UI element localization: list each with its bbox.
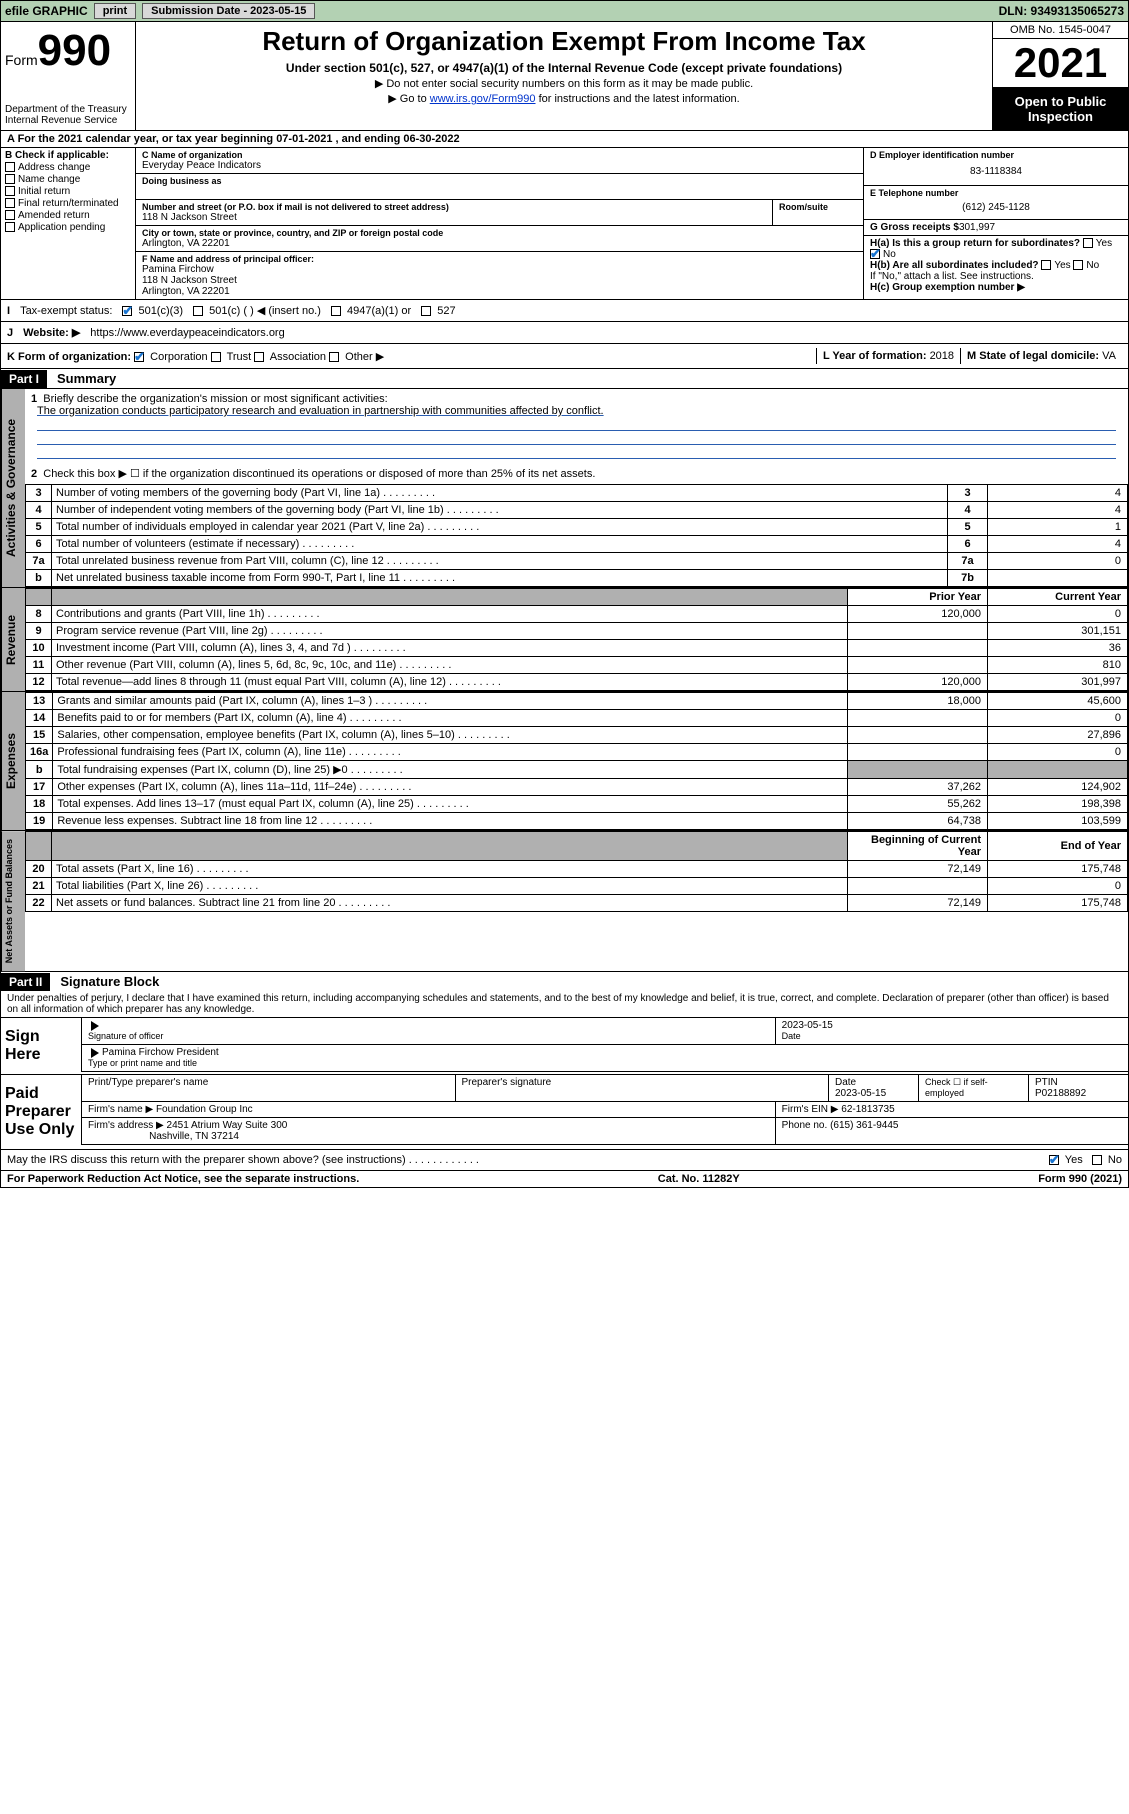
table-row: 6Total number of volunteers (estimate if… [26,536,1128,553]
org-address: 118 N Jackson Street [142,212,766,223]
org-name: Everyday Peace Indicators [142,160,857,171]
governance-table: 3Number of voting members of the governi… [25,484,1128,587]
firm-phone: (615) 361-9445 [830,1120,898,1131]
cb-association[interactable]: Association [254,351,326,363]
cb-trust[interactable]: Trust [211,351,252,363]
form-subtitle: Under section 501(c), 527, or 4947(a)(1)… [144,61,984,75]
paid-preparer-label: Paid Preparer Use Only [1,1075,81,1149]
table-row: 19Revenue less expenses. Subtract line 1… [26,813,1128,830]
state-domicile: VA [1102,350,1116,362]
mission-text: The organization conducts participatory … [31,405,604,417]
ein: 83-1118384 [870,160,1122,183]
table-row: 11Other revenue (Part VIII, column (A), … [26,657,1128,674]
cb-name-change[interactable]: Name change [5,174,131,185]
table-row: 3Number of voting members of the governi… [26,485,1128,502]
table-row: 22Net assets or fund balances. Subtract … [26,895,1128,912]
cb-501c3[interactable]: 501(c)(3) [122,305,183,317]
table-row: 4Number of independent voting members of… [26,502,1128,519]
firm-ein: 62-1813735 [841,1104,894,1115]
note-link: ▶ Go to www.irs.gov/Form990 for instruct… [144,92,984,105]
omb-number: OMB No. 1545-0047 [993,22,1128,39]
gross-receipts: 301,997 [959,222,995,233]
form-number: Form990 [5,26,131,76]
table-row: 17Other expenses (Part IX, column (A), l… [26,779,1128,796]
topbar: efile GRAPHIC print Submission Date - 20… [0,0,1129,22]
cat-number: Cat. No. 11282Y [658,1173,740,1185]
col-b-checkboxes: B Check if applicable: Address change Na… [1,148,136,299]
cb-527[interactable]: 527 [421,305,455,317]
table-row: 5Total number of individuals employed in… [26,519,1128,536]
open-inspection: Open to Public Inspection [993,88,1128,130]
website-link[interactable]: https://www.everdaypeaceindicators.org [90,327,284,339]
sig-date: 2023-05-15 [782,1020,833,1031]
part2-title: Signature Block [50,972,169,991]
table-row: 21Total liabilities (Part X, line 26)0 [26,878,1128,895]
pra-notice: For Paperwork Reduction Act Notice, see … [7,1173,359,1185]
dept-label: Department of the Treasury Internal Reve… [5,104,131,126]
telephone: (612) 245-1128 [870,198,1122,217]
table-row: 12Total revenue—add lines 8 through 11 (… [26,674,1128,691]
form-body: Form990 Department of the Treasury Inter… [0,22,1129,1188]
officer-printed: Pamina Firchow President [102,1047,219,1058]
dln-label: DLN: 93493135065273 [999,4,1124,18]
cb-corporation[interactable]: Corporation [134,351,208,363]
table-row: 10Investment income (Part VIII, column (… [26,640,1128,657]
ptin: P02188892 [1035,1088,1086,1099]
submission-date: Submission Date - 2023-05-15 [142,3,315,19]
vtab-expenses: Expenses [1,692,25,830]
officer-name: Pamina Firchow [142,264,857,275]
firm-addr1: 2451 Atrium Way Suite 300 [167,1120,288,1131]
row-a-taxyear: A For the 2021 calendar year, or tax yea… [1,130,1128,147]
tax-year: 2021 [993,39,1128,88]
cb-501c[interactable]: 501(c) ( ) ◀ (insert no.) [193,304,321,317]
firm-name: Foundation Group Inc [156,1104,253,1115]
table-row: 8Contributions and grants (Part VIII, li… [26,606,1128,623]
revenue-table: Prior YearCurrent Year 8Contributions an… [25,588,1128,691]
discuss-question: May the IRS discuss this return with the… [7,1154,479,1166]
efile-label: efile GRAPHIC [5,4,88,18]
cb-4947[interactable]: 4947(a)(1) or [331,305,411,317]
perjury-declaration: Under penalties of perjury, I declare th… [1,991,1128,1017]
cb-other[interactable]: Other ▶ [329,351,384,363]
part1-header: Part I [1,370,47,388]
table-row: 7aTotal unrelated business revenue from … [26,553,1128,570]
prep-date: 2023-05-15 [835,1088,886,1099]
table-row: 14Benefits paid to or for members (Part … [26,710,1128,727]
form-footer: Form 990 (2021) [1038,1173,1122,1185]
table-row: 15Salaries, other compensation, employee… [26,727,1128,744]
sign-here-label: Sign Here [1,1018,81,1074]
print-button[interactable]: print [94,3,136,19]
cb-discuss-no[interactable] [1092,1155,1102,1165]
vtab-netassets: Net Assets or Fund Balances [1,831,25,971]
cb-amended-return[interactable]: Amended return [5,210,131,221]
org-city: Arlington, VA 22201 [142,238,857,249]
cb-initial-return[interactable]: Initial return [5,186,131,197]
part2-header: Part II [1,973,50,991]
table-row: 9Program service revenue (Part VIII, lin… [26,623,1128,640]
note-ssn: ▶ Do not enter social security numbers o… [144,77,984,90]
vtab-revenue: Revenue [1,588,25,691]
cb-application-pending[interactable]: Application pending [5,222,131,233]
table-row: 20Total assets (Part X, line 16)72,14917… [26,861,1128,878]
cb-final-return[interactable]: Final return/terminated [5,198,131,209]
year-formation: 2018 [930,350,954,362]
table-row: 13Grants and similar amounts paid (Part … [26,693,1128,710]
cb-address-change[interactable]: Address change [5,162,131,173]
table-row: 18Total expenses. Add lines 13–17 (must … [26,796,1128,813]
cb-discuss-yes[interactable] [1049,1155,1059,1165]
irs-link[interactable]: www.irs.gov/Form990 [430,93,536,105]
table-row: bTotal fundraising expenses (Part IX, co… [26,761,1128,779]
table-row: 16aProfessional fundraising fees (Part I… [26,744,1128,761]
part1-title: Summary [47,369,126,388]
vtab-governance: Activities & Governance [1,389,25,587]
netassets-table: Beginning of Current YearEnd of Year 20T… [25,831,1128,912]
expenses-table: 13Grants and similar amounts paid (Part … [25,692,1128,830]
table-row: bNet unrelated business taxable income f… [26,570,1128,587]
form-title: Return of Organization Exempt From Incom… [144,26,984,57]
